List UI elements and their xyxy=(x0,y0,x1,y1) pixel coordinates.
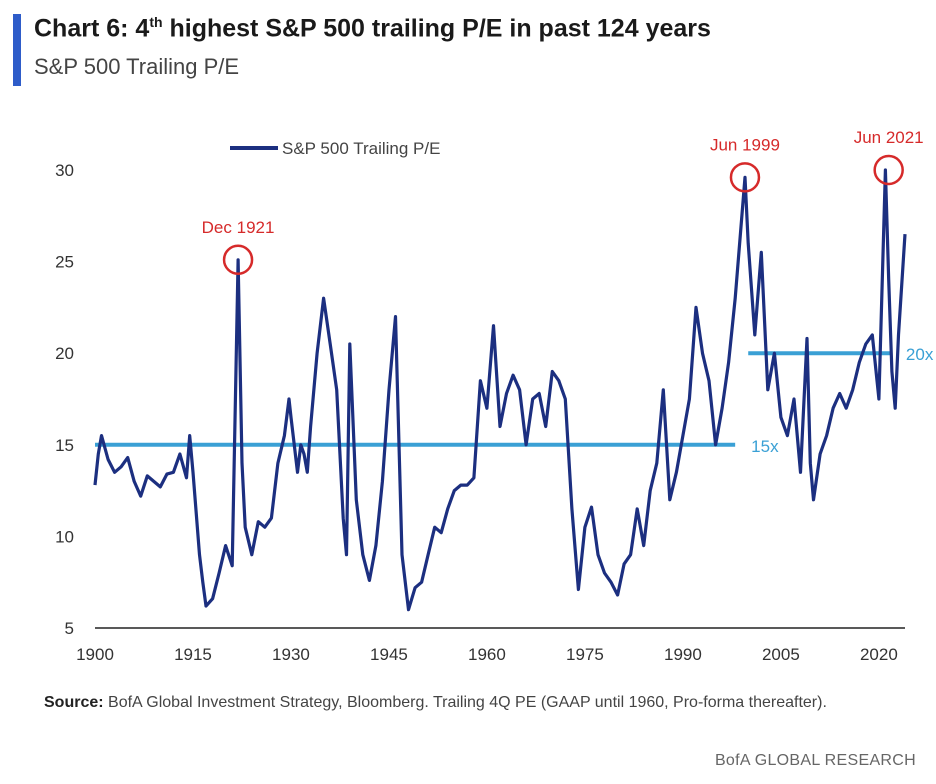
x-tick-label: 1975 xyxy=(566,645,604,664)
annotation-label: Jun 1999 xyxy=(710,135,780,154)
reference-label: 15x xyxy=(751,437,779,456)
x-tick-label: 1990 xyxy=(664,645,702,664)
chart-title: Chart 6: 4th highest S&P 500 trailing P/… xyxy=(34,14,711,43)
x-tick-label: 1915 xyxy=(174,645,212,664)
y-tick-label: 30 xyxy=(55,161,74,180)
reference-label: 20x xyxy=(906,345,934,364)
x-tick-label: 1960 xyxy=(468,645,506,664)
y-tick-label: 15 xyxy=(55,436,74,455)
annotation-circle xyxy=(729,162,761,193)
pe-line-chart: 1900 1915 1930 1945 1960 1975 1990 2005 2020 5 10 1… xyxy=(55,128,934,664)
y-tick-label: 5 xyxy=(65,619,74,638)
y-tick-label: 10 xyxy=(55,527,74,546)
legend-label: S&P 500 Trailing P/E xyxy=(282,139,440,158)
series-line xyxy=(93,168,907,612)
annotation-circle xyxy=(873,154,904,186)
x-tick-label: 2020 xyxy=(860,645,898,664)
chart-subtitle: S&P 500 Trailing P/E xyxy=(34,54,240,79)
source-note: Source: BofA Global Investment Strategy,… xyxy=(44,694,827,711)
accent-bar xyxy=(13,14,21,86)
x-tick-label: 1930 xyxy=(272,645,310,664)
x-tick-label: 2005 xyxy=(762,645,800,664)
y-tick-label: 20 xyxy=(55,344,74,363)
x-tick-label: 1945 xyxy=(370,645,408,664)
x-tick-label: 1900 xyxy=(76,645,114,664)
annotation-circle xyxy=(222,244,254,276)
annotation-label: Dec 1921 xyxy=(202,218,275,237)
footer-brand: BofA GLOBAL RESEARCH xyxy=(714,752,916,769)
y-tick-label: 25 xyxy=(55,253,74,272)
annotation-label: Jun 2021 xyxy=(854,128,924,147)
